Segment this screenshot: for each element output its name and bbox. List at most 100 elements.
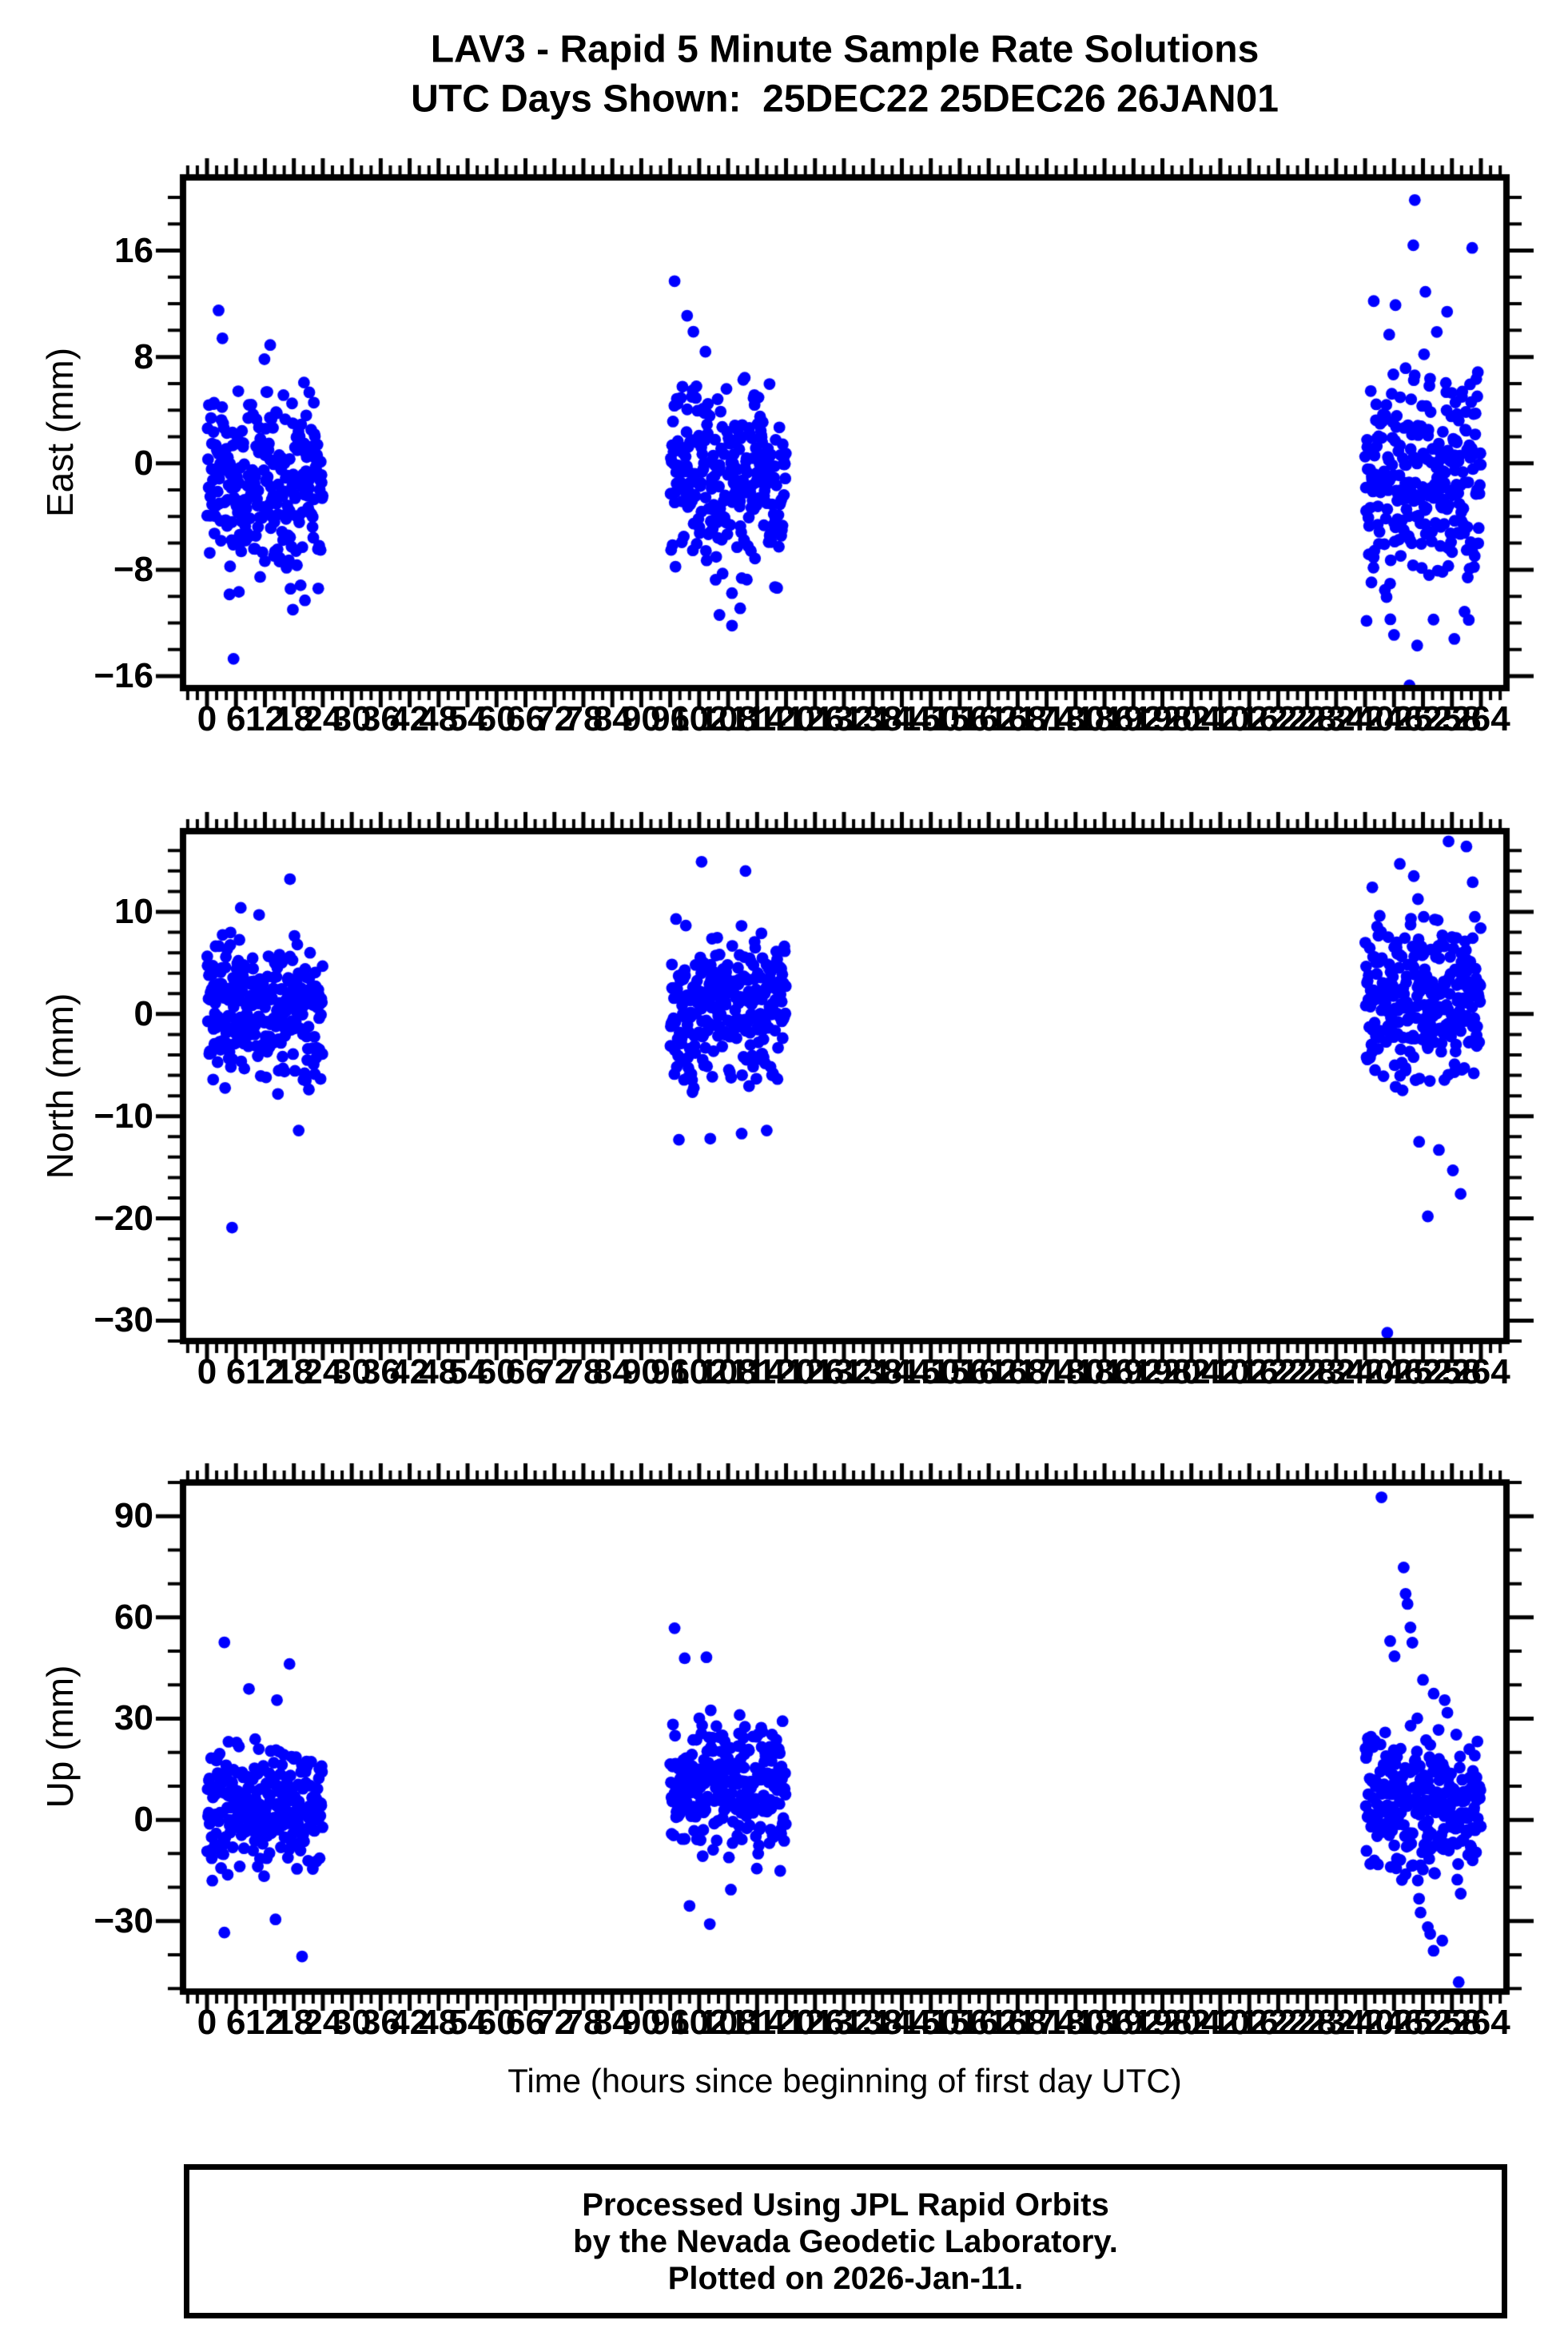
x-tick-label: 42 — [390, 2003, 430, 2042]
x-tick-label: 72 — [535, 699, 575, 738]
x-tick-label: 114 — [728, 699, 786, 738]
x-tick-label: 216 — [1220, 1352, 1279, 1391]
plot-title-line1: LAV3 - Rapid 5 Minute Sample Rate Soluti… — [430, 28, 1260, 71]
x-tick-label: 114 — [728, 1352, 786, 1391]
x-tick-label: 162 — [959, 699, 1018, 738]
x-tick-label: 102 — [670, 2003, 729, 2042]
x-tick-label: 108 — [698, 2003, 758, 2042]
x-tick-label: 222 — [1248, 2003, 1308, 2042]
x-tick-label: 138 — [843, 1352, 902, 1391]
x-tick-label: 72 — [535, 1352, 575, 1391]
x-tick-label: 198 — [1132, 1352, 1192, 1391]
x-tick-label: 138 — [843, 699, 902, 738]
x-tick-label: 246 — [1364, 1352, 1424, 1391]
y-tick-label: −30 — [94, 1300, 153, 1340]
x-tick-label: 216 — [1220, 2003, 1279, 2042]
x-tick-label: 24 — [303, 2003, 343, 2042]
x-tick-label: 252 — [1393, 2003, 1453, 2042]
y-tick-label: 90 — [114, 1496, 153, 1536]
x-tick-label: 156 — [930, 699, 989, 738]
x-tick-label: 222 — [1248, 699, 1308, 738]
x-tick-label: 60 — [476, 1352, 516, 1391]
x-tick-label: 174 — [1017, 2003, 1077, 2042]
x-tick-label: 198 — [1132, 2003, 1192, 2042]
y-tick-label: 16 — [114, 230, 153, 270]
x-tick-label: 42 — [390, 699, 430, 738]
x-tick-label: 234 — [1307, 2003, 1366, 2042]
x-tick-label: 126 — [786, 2003, 845, 2042]
x-tick-label: 42 — [390, 1352, 430, 1391]
x-tick-label: 36 — [360, 699, 400, 738]
x-tick-label: 132 — [814, 2003, 874, 2042]
x-tick-label: 252 — [1393, 1352, 1453, 1391]
x-tick-label: 96 — [651, 1352, 690, 1391]
x-tick-label: 66 — [506, 699, 545, 738]
x-tick-label: 210 — [1191, 1352, 1250, 1391]
x-tick-label: 102 — [670, 699, 729, 738]
y-tick-label: 10 — [114, 892, 153, 931]
x-tick-label: 144 — [872, 699, 932, 738]
x-tick-label: 228 — [1277, 699, 1337, 738]
x-tick-label: 54 — [448, 699, 488, 738]
x-tick-label: 180 — [1046, 1352, 1105, 1391]
x-tick-label: 240 — [1335, 1352, 1395, 1391]
y-tick-label: −30 — [94, 1900, 153, 1940]
y-tick-label: 30 — [114, 1698, 153, 1738]
x-tick-label: 0 — [197, 699, 217, 738]
x-tick-label: 36 — [360, 1352, 400, 1391]
x-tick-label: 6 — [225, 1352, 246, 1391]
x-tick-label: 12 — [245, 2003, 285, 2042]
x-tick-label: 210 — [1191, 2003, 1250, 2042]
x-tick-label: 120 — [756, 2003, 816, 2042]
x-tick-label: 114 — [728, 2003, 786, 2042]
caption-box: Processed Using JPL Rapid Orbits by the … — [184, 2164, 1507, 2318]
x-tick-label: 30 — [332, 2003, 372, 2042]
x-tick-label: 204 — [1162, 1352, 1221, 1391]
x-tick-label: 84 — [592, 2003, 632, 2042]
x-tick-label: 258 — [1423, 2003, 1482, 2042]
y-tick-label: −20 — [94, 1198, 153, 1238]
x-tick-label: 192 — [1104, 2003, 1163, 2042]
x-tick-label: 144 — [872, 2003, 932, 2042]
x-tick-label: 150 — [901, 2003, 961, 2042]
x-tick-label: 150 — [901, 699, 961, 738]
x-tick-label: 162 — [959, 1352, 1018, 1391]
x-tick-label: 240 — [1335, 699, 1395, 738]
caption-line2: by the Nevada Geodetic Laboratory. — [573, 2223, 1118, 2259]
x-tick-label: 186 — [1075, 2003, 1134, 2042]
y-axis-title-east: East (mm) — [39, 347, 81, 518]
x-tick-label: 78 — [563, 699, 603, 738]
x-tick-label: 252 — [1393, 699, 1453, 738]
x-tick-label: 168 — [988, 2003, 1048, 2042]
x-tick-label: 72 — [535, 2003, 575, 2042]
x-tick-label: 84 — [592, 699, 632, 738]
x-tick-label: 90 — [621, 1352, 661, 1391]
x-tick-label: 132 — [814, 1352, 874, 1391]
x-tick-label: 132 — [814, 699, 874, 738]
x-tick-label: 18 — [274, 699, 314, 738]
y-axis-title-up: Up (mm) — [39, 1665, 81, 1809]
x-tick-label: 234 — [1307, 1352, 1366, 1391]
caption-line3: Plotted on 2026-Jan-11. — [667, 2260, 1024, 2296]
x-tick-label: 258 — [1423, 699, 1482, 738]
x-tick-label: 144 — [872, 1352, 932, 1391]
x-tick-label: 240 — [1335, 2003, 1395, 2042]
x-tick-label: 66 — [506, 1352, 545, 1391]
x-tick-label: 30 — [332, 1352, 372, 1391]
y-tick-label: 0 — [133, 443, 153, 483]
y-tick-label: −10 — [94, 1096, 153, 1136]
x-tick-label: 246 — [1364, 2003, 1424, 2042]
y-tick-label: 0 — [133, 1800, 153, 1840]
x-tick-label: 90 — [621, 2003, 661, 2042]
x-tick-label: 228 — [1277, 2003, 1337, 2042]
x-tick-label: 12 — [245, 699, 285, 738]
x-tick-label: 24 — [303, 1352, 343, 1391]
x-tick-label: 6 — [225, 2003, 246, 2042]
x-tick-label: 216 — [1220, 699, 1279, 738]
x-tick-label: 180 — [1046, 2003, 1105, 2042]
x-tick-label: 198 — [1132, 699, 1192, 738]
x-tick-label: 126 — [786, 699, 845, 738]
x-tick-label: 138 — [843, 2003, 902, 2042]
plot-title-line2: UTC Days Shown: 25DEC22 25DEC26 26JAN01 — [411, 78, 1279, 121]
